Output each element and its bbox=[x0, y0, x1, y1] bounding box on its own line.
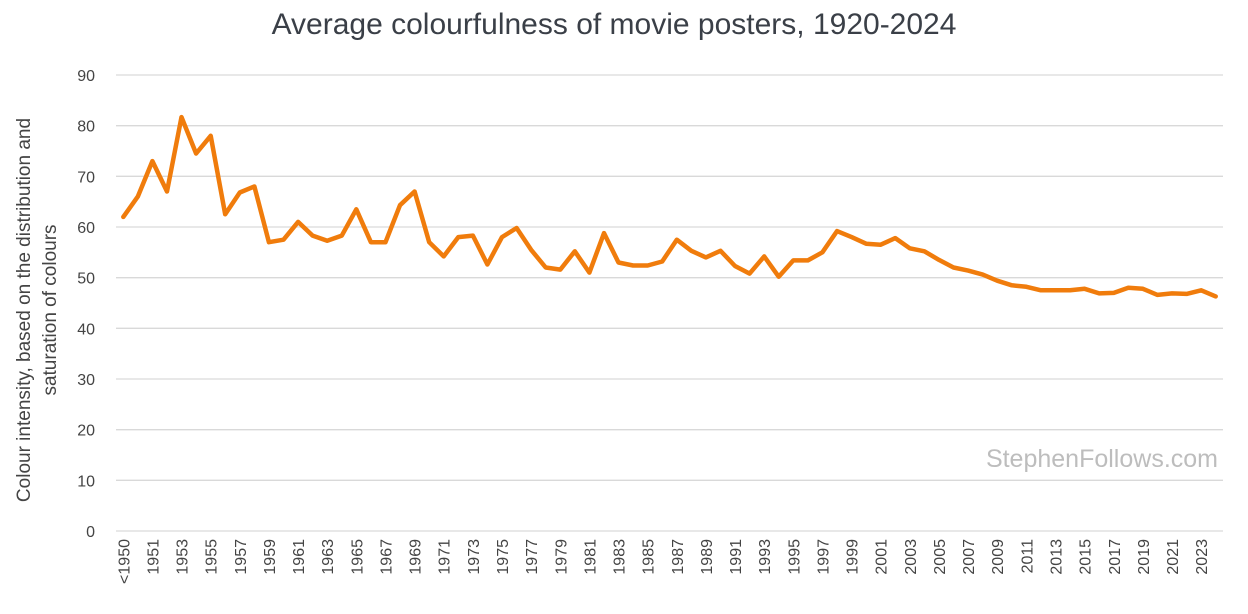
y-axis-label: Colour intensity, based on the distribut… bbox=[14, 118, 35, 502]
y-tick-label: 20 bbox=[77, 423, 95, 440]
x-tick-label: 1973 bbox=[466, 539, 483, 575]
y-axis-label: saturation of colours bbox=[40, 224, 61, 395]
x-tick-label: 1977 bbox=[524, 539, 541, 575]
x-tick-label: 2017 bbox=[1107, 539, 1124, 575]
x-tick-label: 2013 bbox=[1048, 539, 1065, 575]
x-tick-label: 1953 bbox=[175, 539, 192, 575]
x-tick-label: 2001 bbox=[874, 539, 891, 575]
x-tick-label: 1991 bbox=[728, 539, 745, 575]
x-tick-label: 1983 bbox=[612, 539, 629, 575]
x-tick-label: 2005 bbox=[932, 539, 949, 575]
x-tick-label: 1955 bbox=[204, 539, 221, 575]
x-tick-label: 2015 bbox=[1078, 539, 1095, 575]
x-tick-label: 1989 bbox=[699, 539, 716, 575]
x-tick-label: 1963 bbox=[320, 539, 337, 575]
x-tick-label: 2011 bbox=[1019, 539, 1036, 574]
x-tick-label: 1951 bbox=[145, 539, 162, 575]
x-tick-label: 2019 bbox=[1136, 539, 1153, 575]
x-tick-label: 1967 bbox=[378, 539, 395, 575]
chart-title: Average colourfulness of movie posters, … bbox=[272, 8, 957, 41]
x-tick-label: 1981 bbox=[582, 539, 599, 575]
x-tick-label: 1993 bbox=[757, 539, 774, 575]
y-tick-label: 40 bbox=[77, 321, 95, 338]
x-tick-label: 1997 bbox=[815, 539, 832, 575]
data-line bbox=[121, 114, 1218, 299]
y-tick-label: 80 bbox=[77, 119, 95, 136]
x-tick-label: 2003 bbox=[903, 539, 920, 575]
y-tick-label: 70 bbox=[77, 169, 95, 186]
x-tick-label: 1961 bbox=[291, 539, 308, 575]
y-tick-label: 30 bbox=[77, 372, 95, 389]
x-tick-label: 1957 bbox=[233, 539, 250, 575]
y-tick-label: 0 bbox=[86, 524, 95, 541]
x-tick-label: 2023 bbox=[1194, 539, 1211, 575]
x-tick-label: 1995 bbox=[786, 539, 803, 575]
x-tick-label: 1969 bbox=[408, 539, 425, 575]
y-tick-label: 60 bbox=[77, 220, 95, 237]
x-tick-label: 1959 bbox=[262, 539, 279, 575]
y-tick-label: 50 bbox=[77, 271, 95, 288]
x-tick-label: 2009 bbox=[990, 539, 1007, 575]
x-tick-label: <1950 bbox=[116, 539, 133, 584]
x-tick-label: 1999 bbox=[845, 539, 862, 575]
x-tick-label: 1985 bbox=[641, 539, 658, 575]
y-tick-label: 10 bbox=[77, 473, 95, 490]
x-tick-label: 1987 bbox=[670, 539, 687, 575]
watermark: StephenFollows.com bbox=[986, 445, 1218, 473]
x-tick-label: 1971 bbox=[437, 539, 454, 575]
x-tick-label: 1965 bbox=[349, 539, 366, 575]
x-tick-label: 1979 bbox=[553, 539, 570, 575]
y-tick-label: 90 bbox=[77, 68, 95, 85]
x-tick-label: 2021 bbox=[1165, 539, 1182, 575]
x-tick-label: 2007 bbox=[961, 539, 978, 575]
x-tick-label: 1975 bbox=[495, 539, 512, 575]
